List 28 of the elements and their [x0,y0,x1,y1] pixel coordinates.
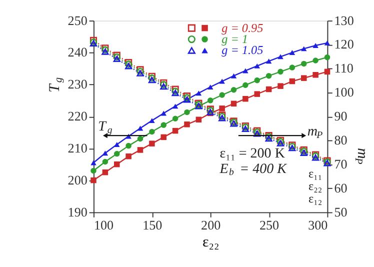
y-tick-label: 190 [68,204,88,220]
x-tick-label: 150 [142,218,163,233]
y2-tick-label: 100 [334,84,354,100]
y2-tick-label: 50 [334,204,348,220]
y-tick-label: 210 [68,140,88,156]
y-tick-label: 220 [68,108,88,124]
y2-tick-label: 110 [334,60,354,76]
y2-tick-label: 120 [334,36,354,52]
annotation: ε₂₂ [308,179,322,194]
y-tick-label: 230 [68,76,88,92]
y2-tick-label: 80 [334,132,348,148]
annotation: ε₁₁ [308,166,322,181]
y-tick-label: 240 [68,44,88,60]
y2-tick-label: 70 [334,156,348,172]
y2-tick-label: 130 [334,12,354,28]
x-tick-label: 200 [201,218,222,233]
x-tick-label: 300 [308,218,328,233]
y2-tick-label: 60 [334,180,348,196]
annotation: ε₁₁ = 200 K [220,146,285,162]
x-tick-label: 100 [94,218,114,233]
annotation: ε₁₂ [308,192,322,206]
y-tick-label: 250 [68,12,88,28]
y2-tick-label: 90 [334,108,348,124]
y-tick-label: 200 [68,172,88,188]
x-tick-label: 250 [259,218,280,233]
text: mP [352,148,370,165]
x-axis-title: ε₂₂ [202,234,220,250]
text: Tg [46,77,65,93]
